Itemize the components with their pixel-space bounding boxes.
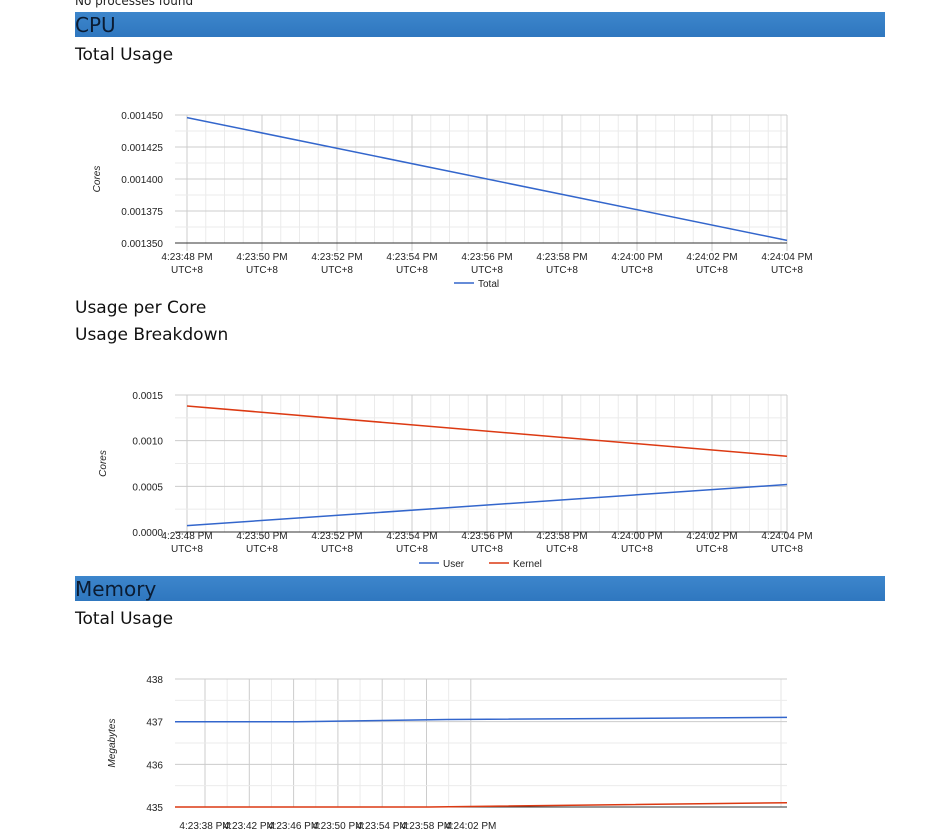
x-tick-label: 4:23:54 PM bbox=[386, 252, 437, 263]
x-tick-label: 4:23:58 PM bbox=[536, 531, 587, 542]
x-tick-label: UTC+8 bbox=[696, 265, 728, 276]
x-tick-label: 4:24:00 PM bbox=[611, 252, 662, 263]
x-tick-label: UTC+8 bbox=[546, 544, 578, 555]
x-tick-label: 4:23:38 PM bbox=[179, 821, 230, 832]
x-tick-label: UTC+8 bbox=[171, 265, 203, 276]
y-tick-label: 0.0010 bbox=[132, 437, 163, 448]
x-tick-label: 4:23:56 PM bbox=[461, 531, 512, 542]
x-tick-label: UTC+8 bbox=[771, 544, 803, 555]
y-tick-label: 438 bbox=[146, 675, 163, 686]
series-line-0 bbox=[175, 716, 788, 723]
legend-label: User bbox=[443, 559, 465, 570]
x-tick-label: 4:24:04 PM bbox=[761, 531, 812, 542]
cpu-usage-per-core-title: Usage per Core bbox=[75, 298, 207, 318]
x-tick-label: UTC+8 bbox=[621, 544, 653, 555]
x-tick-label: UTC+8 bbox=[321, 544, 353, 555]
x-tick-label: 4:23:42 PM bbox=[224, 821, 275, 832]
cpu-total-usage-chart: 0.001350 0.001375 0.001400 0.001425 0.001450… bbox=[92, 111, 813, 290]
series-line-1 bbox=[175, 801, 788, 808]
y-tick-label: 437 bbox=[146, 718, 163, 729]
memory-total-usage-title: Total Usage bbox=[75, 609, 174, 629]
x-tick-label: UTC+8 bbox=[621, 265, 653, 276]
x-tick-label: UTC+8 bbox=[471, 544, 503, 555]
cpu-usage-breakdown-chart: 0.0000 0.0005 0.0010 0.0015 Cores 4:23:48 PM U… bbox=[98, 391, 813, 570]
x-tick-label: UTC+8 bbox=[246, 544, 278, 555]
series-line-user bbox=[186, 483, 788, 527]
x-tick-label: 4:23:54 PM bbox=[357, 821, 408, 832]
x-tick-label: 4:23:58 PM bbox=[401, 821, 452, 832]
no-processes-message: No processes found bbox=[75, 0, 194, 8]
x-tick-label: UTC+8 bbox=[321, 265, 353, 276]
x-tick-label: 4:23:58 PM bbox=[536, 252, 587, 263]
y-tick-label: 0.001350 bbox=[121, 239, 163, 250]
x-tick-label: 4:24:02 PM bbox=[445, 821, 496, 832]
x-tick-label: UTC+8 bbox=[471, 265, 503, 276]
x-tick-label: 4:23:54 PM bbox=[386, 531, 437, 542]
x-tick-label: 4:23:56 PM bbox=[461, 252, 512, 263]
cpu-usage-breakdown-title: Usage Breakdown bbox=[75, 325, 229, 345]
series-line-total bbox=[186, 116, 788, 242]
x-tick-label: 4:23:52 PM bbox=[311, 252, 362, 263]
x-tick-label: UTC+8 bbox=[396, 544, 428, 555]
x-tick-label: 4:24:00 PM bbox=[611, 531, 662, 542]
x-tick-label: UTC+8 bbox=[696, 544, 728, 555]
x-tick-label: 4:24:04 PM bbox=[761, 252, 812, 263]
x-tick-label: 4:23:52 PM bbox=[311, 531, 362, 542]
x-tick-label: 4:24:02 PM bbox=[686, 531, 737, 542]
y-tick-label: 0.001425 bbox=[121, 143, 163, 154]
y-tick-label: 436 bbox=[146, 760, 163, 771]
y-tick-label: 0.0015 bbox=[132, 391, 163, 402]
x-tick-label: UTC+8 bbox=[246, 265, 278, 276]
x-tick-label: 4:23:48 PM bbox=[161, 252, 212, 263]
series-line-kernel bbox=[186, 405, 788, 457]
x-tick-label: 4:23:48 PM bbox=[161, 531, 212, 542]
x-tick-label: 4:23:50 PM bbox=[236, 531, 287, 542]
x-tick-label: UTC+8 bbox=[171, 544, 203, 555]
legend-label: Total bbox=[478, 279, 499, 290]
y-axis-label: Cores bbox=[92, 166, 103, 193]
y-tick-label: 0.0000 bbox=[132, 528, 163, 539]
x-tick-label: UTC+8 bbox=[771, 265, 803, 276]
cpu-section-header: CPU bbox=[75, 12, 885, 37]
x-tick-label: 4:23:46 PM bbox=[268, 821, 319, 832]
y-tick-label: 435 bbox=[146, 803, 163, 814]
x-tick-label: 4:24:02 PM bbox=[686, 252, 737, 263]
x-tick-label: 4:23:50 PM bbox=[312, 821, 363, 832]
memory-section-header: Memory bbox=[75, 576, 885, 601]
y-tick-label: 0.001375 bbox=[121, 207, 163, 218]
memory-total-usage-chart: 435 436 437 438 Megabytes 4:23:38 PM4:23:42 P… bbox=[107, 675, 788, 832]
y-tick-label: 0.001400 bbox=[121, 175, 163, 186]
cpu-total-usage-title: Total Usage bbox=[75, 45, 174, 65]
y-axis-label: Megabytes bbox=[107, 719, 118, 768]
x-tick-label: UTC+8 bbox=[396, 265, 428, 276]
cpu-section-title: CPU bbox=[75, 13, 116, 37]
y-tick-label: 0.001450 bbox=[121, 111, 163, 122]
memory-section-title: Memory bbox=[75, 577, 157, 601]
x-tick-label: 4:23:50 PM bbox=[236, 252, 287, 263]
y-axis-label: Cores bbox=[98, 450, 109, 477]
x-tick-label: UTC+8 bbox=[546, 265, 578, 276]
y-tick-label: 0.0005 bbox=[132, 482, 163, 493]
legend-label: Kernel bbox=[513, 559, 542, 570]
